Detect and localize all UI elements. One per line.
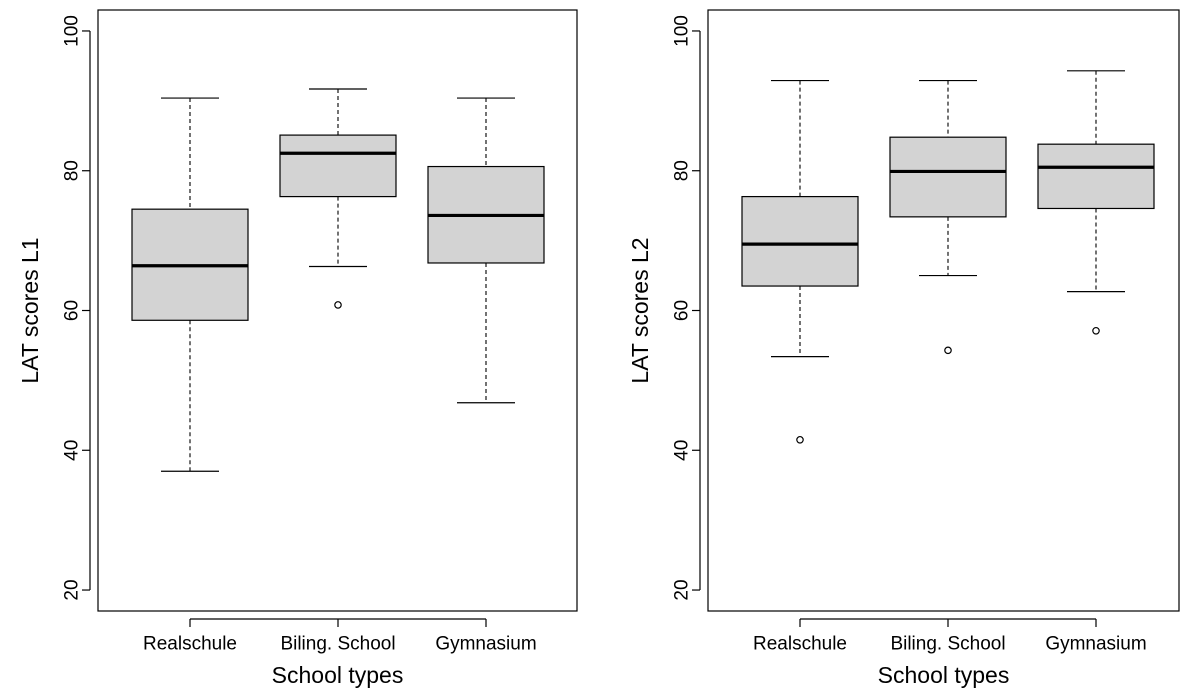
y-tick-label: 80 [62, 160, 83, 181]
box-biling-school [889, 79, 1007, 355]
x-tick-label: Biling. School [280, 634, 395, 655]
x-axis-title: School types [878, 662, 1010, 688]
y-tick-label: 100 [672, 15, 693, 47]
x-tick-label: Realschule [753, 634, 847, 655]
interquartile-box [741, 195, 859, 287]
box-gymnasium [427, 97, 545, 404]
box-gymnasium [1037, 70, 1155, 335]
outlier-point [944, 346, 952, 355]
y-tick-label: 20 [62, 579, 83, 600]
boxplot-panel-1: 20 40 60 80 100 LAT scores L1 Realschule Biling… [17, 9, 578, 688]
x-axis-title: School types [272, 662, 404, 688]
boxplot-panel-2: 20 40 60 80 100 LAT scores L2 Realschule Biling… [627, 9, 1180, 688]
x-tick-label: Gymnasium [1045, 634, 1146, 655]
interquartile-box [1037, 143, 1155, 210]
y-axis-title: LAT scores L2 [627, 237, 653, 383]
plot-frame [97, 9, 578, 612]
x-tick-label: Realschule [143, 634, 237, 655]
interquartile-box [279, 134, 397, 198]
box-realschule [131, 97, 249, 472]
x-tick-label: Gymnasium [435, 634, 536, 655]
y-tick-label: 20 [672, 579, 693, 600]
x-tick-label: Biling. School [890, 634, 1005, 655]
interquartile-box [889, 136, 1007, 218]
plot-frame [707, 9, 1180, 612]
y-tick-label: 60 [62, 300, 83, 321]
box-biling-school [279, 88, 397, 309]
outlier-point [796, 435, 804, 444]
outlier-point [1092, 326, 1100, 335]
y-tick-label: 60 [672, 300, 693, 321]
y-axis-title: LAT scores L1 [17, 237, 43, 383]
outlier-point [334, 301, 342, 309]
y-tick-label: 80 [672, 160, 693, 181]
y-tick-label: 100 [62, 15, 83, 47]
box-realschule [741, 79, 859, 444]
y-tick-label: 40 [62, 440, 83, 461]
y-tick-label: 40 [672, 440, 693, 461]
